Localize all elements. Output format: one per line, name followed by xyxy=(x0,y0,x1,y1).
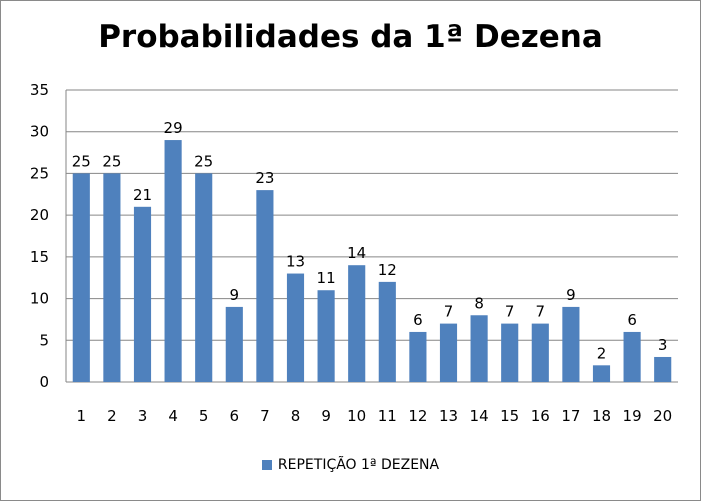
x-tick-label: 15 xyxy=(500,407,519,425)
x-tick-label: 19 xyxy=(623,407,642,425)
bar xyxy=(256,190,274,382)
data-label: 12 xyxy=(378,261,397,279)
bar xyxy=(225,306,243,382)
bar xyxy=(501,323,519,382)
data-label: 9 xyxy=(230,286,240,304)
bar xyxy=(592,365,611,382)
x-tick-label: 2 xyxy=(107,407,117,425)
x-tick-label: 9 xyxy=(321,407,331,425)
data-label: 7 xyxy=(505,303,515,321)
y-tick-label: 10 xyxy=(30,290,49,308)
data-label: 23 xyxy=(255,169,274,187)
bar xyxy=(195,173,213,382)
bar xyxy=(562,306,580,382)
bar xyxy=(103,173,121,382)
x-tick-label: 17 xyxy=(561,407,580,425)
x-tick-label: 6 xyxy=(230,407,240,425)
x-tick-label: 14 xyxy=(470,407,489,425)
bar xyxy=(623,331,641,382)
x-tick-label: 18 xyxy=(592,407,611,425)
y-tick-label: 30 xyxy=(30,123,49,141)
x-tick-label: 11 xyxy=(378,407,397,425)
x-tick-label: 13 xyxy=(439,407,458,425)
y-tick-label: 25 xyxy=(30,164,49,182)
data-label: 2 xyxy=(597,344,607,362)
data-label: 25 xyxy=(72,152,91,170)
data-label: 9 xyxy=(566,286,576,304)
data-label: 7 xyxy=(444,303,454,321)
data-label: 25 xyxy=(194,152,213,170)
x-tick-label: 10 xyxy=(347,407,366,425)
data-label: 25 xyxy=(102,152,121,170)
y-tick-label: 20 xyxy=(30,206,49,224)
bar xyxy=(72,173,90,382)
bar xyxy=(133,206,152,382)
y-tick-label: 15 xyxy=(30,248,49,266)
bar xyxy=(286,273,305,382)
y-tick-label: 0 xyxy=(39,373,49,391)
data-label: 13 xyxy=(286,253,305,271)
x-tick-label: 20 xyxy=(653,407,672,425)
data-label: 3 xyxy=(658,336,668,354)
x-tick-label: 5 xyxy=(199,407,209,425)
data-label: 8 xyxy=(474,294,484,312)
bar xyxy=(531,323,549,382)
x-tick-label: 3 xyxy=(138,407,148,425)
data-label: 21 xyxy=(133,186,152,204)
data-label: 6 xyxy=(413,311,423,329)
legend-label: REPETIÇÃO 1ª DEZENA xyxy=(277,457,440,473)
data-label: 14 xyxy=(347,244,366,262)
y-tick-label: 5 xyxy=(39,331,49,349)
bar xyxy=(164,140,182,382)
bar xyxy=(654,356,672,382)
legend: REPETIÇÃO 1ª DEZENA xyxy=(1,457,700,473)
x-tick-label: 4 xyxy=(168,407,178,425)
data-label: 11 xyxy=(317,269,336,287)
bar xyxy=(348,265,366,382)
chart-title: Probabilidades da 1ª Dezena xyxy=(98,19,603,55)
x-tick-label: 8 xyxy=(291,407,301,425)
data-label: 29 xyxy=(164,119,183,137)
x-tick-label: 12 xyxy=(408,407,427,425)
bar xyxy=(439,323,458,382)
bar xyxy=(409,331,427,382)
x-tick-label: 16 xyxy=(531,407,550,425)
data-label: 6 xyxy=(627,311,637,329)
x-tick-label: 7 xyxy=(260,407,270,425)
x-tick-label: 1 xyxy=(77,407,87,425)
bar xyxy=(470,315,488,382)
legend-swatch xyxy=(261,460,272,470)
bar xyxy=(378,281,396,382)
y-tick-label: 35 xyxy=(30,81,49,99)
data-label: 7 xyxy=(536,303,546,321)
bar xyxy=(317,290,335,382)
